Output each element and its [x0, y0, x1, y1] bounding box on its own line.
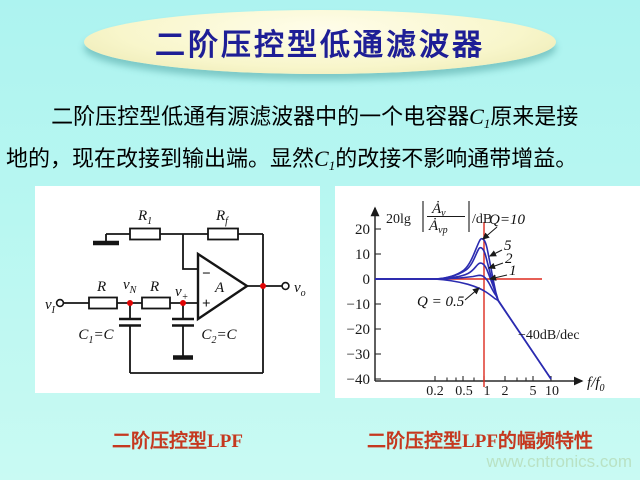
label-q05: Q = 0.5 — [417, 294, 465, 310]
opamp-minus-input: − — [202, 266, 211, 282]
output-terminal: vo — [281, 280, 306, 299]
svg-text:R1: R1 — [137, 208, 152, 227]
node-output — [260, 283, 266, 289]
label-q10: Q=10 — [489, 212, 525, 228]
resistor-r-input1: R — [88, 279, 118, 310]
svg-text:0.2: 0.2 — [426, 384, 444, 398]
chart-figure-panel: 20 10 0 −10 −20 −30 −40 0.2 0.5 1 2 5 — [335, 186, 640, 399]
label-q1: 1 — [509, 263, 517, 279]
y-axis-ticks: 20 10 0 −10 −20 −30 −40 — [347, 222, 381, 388]
resistor-r-input2: R — [141, 279, 171, 310]
curve-q05 — [375, 278, 552, 380]
svg-text:C1=C: C1=C — [78, 327, 114, 346]
opamp-plus-input: + — [202, 296, 211, 312]
node-label-vplus: v+ — [175, 284, 188, 303]
svg-text:R: R — [149, 279, 159, 295]
svg-text:20lg: 20lg — [386, 212, 411, 227]
svg-text:/dB: /dB — [472, 212, 492, 227]
slope-annotation: −40dB/dec — [518, 328, 580, 343]
var-c1: C — [314, 146, 329, 171]
y-axis-label: 20lg Ȧv Ȧvp /dB — [386, 201, 492, 236]
capacitor-c1: C1=C — [78, 303, 141, 373]
opamp: − + A — [196, 251, 250, 322]
wire-to-inverting-input — [182, 234, 198, 270]
resistor-rf: Rf — [207, 208, 239, 241]
svg-text:vo: vo — [294, 280, 306, 299]
watermark: www.cntronics.com — [486, 452, 632, 471]
svg-text:vI: vI — [45, 297, 56, 316]
input-terminal: vI — [45, 297, 65, 316]
svg-text:0: 0 — [363, 272, 371, 288]
svg-text:−20: −20 — [347, 322, 370, 338]
opamp-gain-label: A — [214, 280, 225, 296]
x-axis-ticks: 0.2 0.5 1 2 5 10 — [426, 376, 559, 399]
svg-text:1: 1 — [484, 384, 491, 398]
svg-text:20: 20 — [355, 222, 370, 238]
curve-q5 — [375, 246, 499, 301]
svg-text:Ȧv: Ȧv — [431, 201, 446, 219]
ground-symbol-left — [93, 234, 119, 246]
svg-text:5: 5 — [530, 384, 537, 398]
curve-labels: Q=10 5 2 1 Q = 0.5 −40dB/dec — [417, 212, 580, 343]
paragraph-line-2: 地的，现在改接到输出端。显然C1的改接不影响通带增益。 — [6, 146, 578, 173]
svg-text:10: 10 — [355, 247, 370, 263]
svg-text:C2=C: C2=C — [201, 327, 237, 346]
var-c1: C — [469, 104, 484, 129]
svg-text:Rf: Rf — [215, 208, 229, 227]
svg-text:−30: −30 — [347, 347, 370, 363]
page-title: 二阶压控型低通滤波器 — [155, 29, 485, 62]
caption-chart: 二阶压控型LPF的幅频特性 — [367, 431, 593, 452]
curve-q1 — [375, 274, 499, 301]
node-label-vn: vN — [123, 277, 138, 296]
paragraph-line-1: 二阶压控型低通有源滤波器中的一个电容器C1原来是接 — [51, 104, 579, 131]
caption-circuit: 二阶压控型LPF — [112, 431, 243, 452]
svg-text:10: 10 — [545, 384, 559, 398]
title-banner: 二阶压控型低通滤波器 — [84, 10, 556, 74]
svg-text:−40: −40 — [347, 372, 370, 388]
node-vn — [127, 300, 133, 306]
circuit-figure-panel: R1 Rf vI R vN — [35, 186, 320, 393]
x-axis-label: f/f0 — [587, 375, 605, 394]
circuit-diagram: R1 Rf vI R vN — [45, 208, 306, 374]
frequency-response-chart: 20 10 0 −10 −20 −30 −40 0.2 0.5 1 2 5 — [347, 201, 605, 399]
body-paragraph: 二阶压控型低通有源滤波器中的一个电容器C1原来是接 地的，现在改接到输出端。显然… — [6, 99, 638, 183]
svg-text:2: 2 — [502, 384, 509, 398]
label-q2: 2 — [505, 251, 513, 267]
capacitor-c2: C2=C — [172, 303, 238, 356]
svg-text:0.5: 0.5 — [455, 384, 473, 398]
label-q5: 5 — [504, 238, 512, 254]
resistor-r1: R1 — [129, 208, 161, 241]
svg-text:Ȧvp: Ȧvp — [428, 218, 448, 236]
svg-text:−10: −10 — [347, 297, 370, 313]
svg-text:R: R — [96, 279, 106, 295]
node-vplus — [180, 300, 186, 306]
